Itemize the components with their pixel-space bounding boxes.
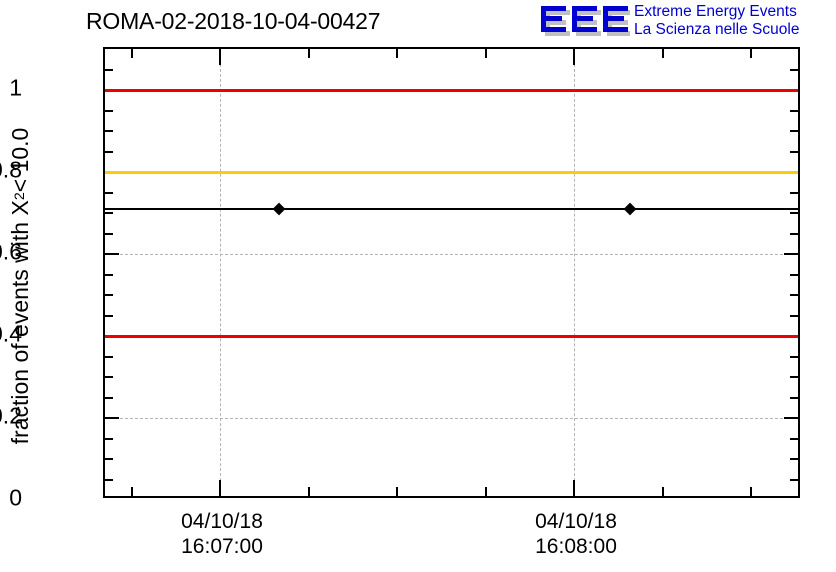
data-series-line	[105, 207, 798, 210]
y-axis-tick-minor	[790, 458, 798, 460]
x-axis-tick-minor	[307, 49, 310, 58]
gridline-horizontal	[105, 254, 798, 255]
x-axis-tick-label-time: 16:08:00	[535, 535, 617, 558]
gridline-vertical	[574, 49, 575, 496]
y-axis-tick-minor	[105, 376, 113, 378]
x-axis-tick-label-date: 04/10/18	[181, 510, 263, 533]
x-axis-tick-minor	[130, 487, 133, 496]
gridline-vertical	[220, 49, 221, 496]
x-axis-tick-label-date: 04/10/18	[535, 510, 617, 533]
x-axis-tick-minor	[661, 49, 664, 58]
x-axis-tick-major	[219, 480, 221, 496]
y-axis-tick-minor	[790, 273, 798, 276]
x-axis-tick-label: 04/10/18 16:08:00	[535, 509, 617, 559]
y-axis-tick-label: 0.4	[0, 320, 22, 347]
y-axis-tick-minor	[105, 355, 113, 358]
x-axis-tick-label: 04/10/18 16:07:00	[181, 509, 263, 559]
x-axis-tick-minor	[750, 49, 752, 58]
y-axis-tick-minor	[790, 150, 798, 153]
y-axis-tick-minor	[790, 478, 798, 481]
eee-logo-mark	[541, 6, 630, 36]
y-axis-tick-minor	[105, 109, 113, 112]
y-axis-tick-minor	[105, 458, 113, 460]
y-axis-tick-minor	[105, 232, 113, 235]
y-axis-tick-minor	[790, 376, 798, 378]
y-axis-tick-minor	[105, 212, 113, 214]
y-axis-tick-minor	[790, 294, 798, 296]
y-axis-tick-label: 0	[9, 484, 22, 511]
y-axis-tick-minor	[790, 68, 798, 71]
y-axis-tick-major	[784, 417, 798, 419]
eee-logo-text: Extreme Energy Events La Scienza nelle S…	[634, 3, 799, 39]
x-axis-tick-minor	[396, 487, 398, 496]
x-axis-tick-major	[219, 49, 221, 65]
eee-logo: Extreme Energy Events La Scienza nelle S…	[538, 2, 836, 42]
data-point-marker[interactable]	[272, 202, 286, 216]
x-axis-tick-label-time: 16:07:00	[181, 535, 263, 558]
y-axis-tick-major	[105, 417, 119, 419]
y-axis-tick-minor	[790, 437, 798, 440]
gridline-horizontal	[105, 418, 798, 419]
plot-area	[103, 47, 800, 498]
x-axis-tick-minor	[130, 49, 133, 58]
y-axis-tick-major	[105, 253, 119, 255]
y-axis-tick-minor	[790, 355, 798, 358]
y-axis-tick-major	[784, 253, 798, 255]
reference-line-yellow-warning-threshold	[105, 170, 798, 174]
y-axis-tick-minor	[105, 130, 113, 132]
y-axis-tick-minor	[105, 396, 113, 399]
eee-logo-line1: Extreme Energy Events	[634, 3, 797, 20]
data-point-marker[interactable]	[623, 202, 637, 216]
y-axis-tick-minor	[105, 314, 113, 317]
x-axis-tick-minor	[750, 487, 752, 496]
y-axis-tick-label: 1	[9, 74, 22, 101]
y-axis-tick-minor	[105, 68, 113, 71]
x-axis-tick-minor	[307, 487, 310, 496]
y-axis-tick-label: 0.8	[0, 156, 22, 183]
y-axis-tick-minor	[105, 478, 113, 481]
y-axis-tick-label: 0.2	[0, 402, 22, 429]
y-axis-tick-minor	[105, 294, 113, 296]
reference-line-lower-red-threshold	[105, 334, 798, 338]
y-axis-tick-minor	[790, 109, 798, 112]
plot-inner	[105, 49, 798, 496]
x-axis-tick-minor	[396, 49, 398, 58]
y-axis-tick-minor	[790, 314, 798, 317]
y-axis-tick-minor	[790, 232, 798, 235]
y-axis-tick-label: 0.6	[0, 238, 22, 265]
x-axis-tick-minor	[484, 49, 487, 58]
y-axis-tick-minor	[105, 150, 113, 153]
x-axis-tick-minor	[661, 487, 664, 496]
page-title: ROMA-02-2018-10-04-00427	[86, 8, 381, 34]
x-axis-tick-major	[573, 49, 575, 65]
y-axis-tick-minor	[790, 130, 798, 132]
y-axis-title-exponent: 2	[12, 192, 28, 201]
y-axis-tick-minor	[105, 191, 113, 194]
x-axis-tick-minor	[484, 487, 487, 496]
y-axis-tick-minor	[790, 212, 798, 214]
reference-line-upper-red-threshold	[105, 88, 798, 92]
y-axis-tick-minor	[790, 396, 798, 399]
y-axis-tick-minor	[790, 191, 798, 194]
y-axis-tick-minor	[105, 273, 113, 276]
x-axis-tick-major	[573, 480, 575, 496]
eee-logo-line2: La Scienza nelle Scuole	[634, 21, 800, 38]
y-axis-tick-minor	[105, 437, 113, 440]
